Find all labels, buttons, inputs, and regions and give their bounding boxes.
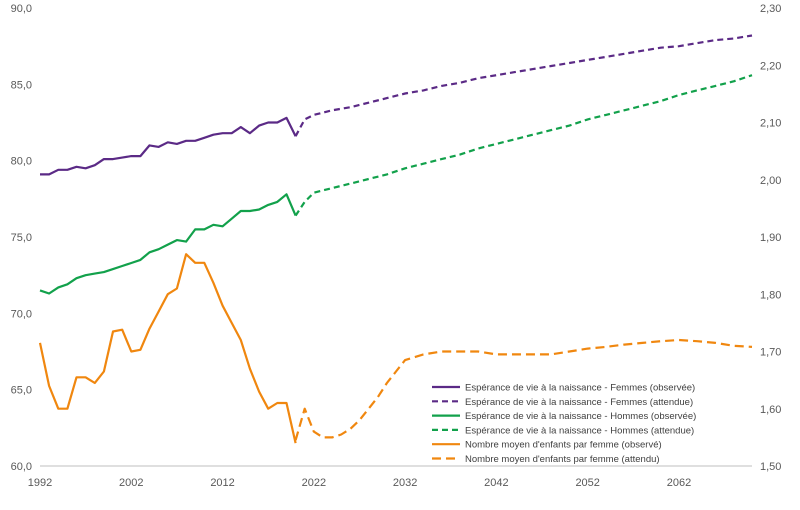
legend-label: Nombre moyen d'enfants par femme (observ… [465, 440, 662, 451]
x-tick-label: 2032 [393, 477, 417, 489]
right-axis-ticks: 1,50 1,60 1,70 1,80 1,90 2,00 2,10 2,20 2,30 [760, 3, 781, 473]
series-line-0 [40, 116, 297, 176]
x-axis-ticks: 1992 2002 2012 2022 2032 2042 2052 2062 [28, 477, 691, 489]
series-line-4 [38, 253, 297, 444]
left-tick-label: 70,0 [11, 308, 32, 320]
legend-label: Nombre moyen d'enfants par femme (attend… [465, 454, 660, 465]
right-tick-label: 1,60 [760, 404, 781, 416]
series-line-1 [294, 34, 753, 137]
left-tick-label: 85,0 [11, 79, 32, 91]
legend-label: Espérance de vie à la naissance - Hommes… [465, 425, 694, 436]
legend-label: Espérance de vie à la naissance - Hommes… [465, 411, 696, 422]
legend-label: Espérance de vie à la naissance - Femmes… [465, 397, 693, 408]
left-tick-label: 60,0 [11, 461, 32, 473]
x-tick-label: 2042 [484, 477, 508, 489]
right-tick-label: 1,50 [760, 461, 781, 473]
right-tick-label: 2,20 [760, 60, 781, 72]
x-tick-label: 2012 [210, 477, 234, 489]
right-tick-label: 2,30 [760, 3, 781, 15]
right-tick-label: 1,70 [760, 347, 781, 359]
left-tick-label: 80,0 [11, 156, 32, 168]
legend: Espérance de vie à la naissance - Femmes… [432, 383, 696, 465]
x-tick-label: 1992 [28, 477, 52, 489]
left-axis-ticks: 60,0 65,0 70,0 75,0 80,0 85,0 90,0 [11, 3, 32, 473]
left-tick-label: 75,0 [11, 232, 32, 244]
x-tick-label: 2062 [667, 477, 691, 489]
series-line-3 [294, 74, 753, 217]
x-tick-label: 2022 [302, 477, 326, 489]
x-tick-label: 2052 [575, 477, 599, 489]
right-tick-label: 1,90 [760, 232, 781, 244]
right-tick-label: 1,80 [760, 289, 781, 301]
right-tick-label: 2,00 [760, 175, 781, 187]
legend-label: Espérance de vie à la naissance - Femmes… [465, 383, 695, 394]
left-tick-label: 90,0 [11, 3, 32, 15]
chart-series [38, 34, 753, 444]
series-line-2 [39, 193, 297, 295]
x-tick-label: 2002 [119, 477, 143, 489]
left-tick-label: 65,0 [11, 385, 32, 397]
series-line-5 [294, 338, 753, 441]
right-tick-label: 2,10 [760, 118, 781, 130]
